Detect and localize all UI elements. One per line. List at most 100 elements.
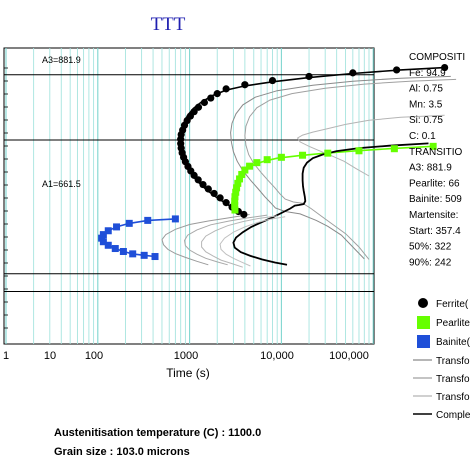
- bainite-marker: [104, 227, 112, 235]
- ferrite-marker: [213, 90, 221, 98]
- side-panel-line: Pearlite: 66: [409, 178, 460, 189]
- ferrite-marker: [222, 85, 230, 93]
- series-line: [201, 215, 278, 268]
- pearlite-marker: [299, 151, 307, 159]
- side-panel-line: Si: 0.75: [409, 115, 443, 126]
- x-axis-ticks: 1 10 100 1000 10,000 100,000: [3, 350, 369, 362]
- ttt-chart: TTT A3=881.9 A1=661.5 1 10 100 1000 10,0…: [3, 14, 471, 420]
- series-line: [183, 214, 268, 266]
- ferrite-marker: [305, 72, 313, 81]
- chart-title: TTT: [151, 14, 186, 35]
- markers: [98, 63, 449, 261]
- bainite-marker: [171, 215, 179, 223]
- bainite-marker: [140, 251, 148, 259]
- x-tick-label: 10: [44, 350, 56, 362]
- ferrite-marker: [200, 98, 209, 107]
- bainite-marker: [104, 241, 112, 249]
- pearlite-marker: [231, 197, 239, 205]
- side-panel-line: Martensite:: [409, 210, 458, 221]
- bainite-marker: [119, 247, 127, 255]
- pearlite-marker: [232, 188, 240, 196]
- bainite-marker: [113, 223, 121, 231]
- legend-swatch: [418, 298, 428, 308]
- bainite-marker: [144, 216, 152, 224]
- bainite-marker: [151, 253, 159, 261]
- pearlite-marker: [324, 149, 332, 157]
- side-panel-line: TRANSITIO: [409, 147, 463, 158]
- austenitisation-temperature: Austenitisation temperature (C) : 1100.0: [54, 427, 262, 439]
- pearlite-marker: [355, 147, 363, 155]
- series-line: [244, 78, 457, 260]
- legend-swatch: [417, 335, 430, 348]
- ferrite-marker: [393, 66, 401, 74]
- pearlite-marker: [277, 153, 285, 161]
- side-panel-line: 90%: 242: [409, 257, 452, 268]
- pearlite-marker: [253, 159, 261, 167]
- pearlite-marker: [231, 193, 239, 201]
- a1-label: A1=661.5: [42, 179, 81, 189]
- series-line: [230, 75, 451, 260]
- x-tick-label: 100,000: [329, 350, 369, 362]
- bainite-marker: [99, 231, 107, 239]
- ferrite-marker: [241, 81, 249, 89]
- bainite-marker: [111, 245, 119, 253]
- ferrite-marker: [216, 194, 224, 202]
- side-panel-line: C: 0.1: [409, 131, 436, 142]
- x-tick-label: 100: [85, 350, 103, 362]
- side-panel-line: 50%: 322: [409, 242, 452, 253]
- pearlite-marker: [231, 206, 239, 214]
- plot-frame: [3, 47, 375, 345]
- pearlite-marker: [233, 184, 241, 192]
- ferrite-marker: [199, 180, 207, 189]
- ferrite-marker: [204, 185, 212, 193]
- legend-label: Comple: [436, 410, 471, 420]
- horizontal-lines: [4, 67, 374, 329]
- pearlite-marker: [241, 166, 249, 174]
- series-line: [296, 114, 445, 177]
- legend-label: Transfo: [436, 392, 470, 403]
- grain-size: Grain size : 103.0 microns: [54, 446, 190, 458]
- ferrite-marker: [207, 94, 215, 102]
- legend-swatch: [417, 316, 430, 329]
- footer: Austenitisation temperature (C) : 1100.0…: [54, 424, 261, 462]
- pearlite-marker: [238, 170, 246, 178]
- legend-label: Ferrite(: [436, 299, 469, 310]
- side-panel-line: Fe: 94.9: [409, 68, 446, 79]
- side-panel-line: Start: 357.4: [409, 226, 461, 237]
- side-panel-line: A3: 881.9: [409, 163, 452, 174]
- ferrite-marker: [210, 189, 218, 198]
- legend-label: Transfo: [436, 356, 470, 367]
- legend: Ferrite(Pearlite Bainite(Transfo Transfo Tr…: [413, 298, 471, 420]
- ferrite-marker: [441, 63, 449, 72]
- legend-label: Pearlite: [436, 318, 470, 329]
- ferrite-marker: [349, 69, 357, 77]
- ferrite-marker: [222, 199, 230, 207]
- gridlines: [5, 48, 374, 344]
- bainite-marker: [129, 250, 137, 258]
- pearlite-marker: [429, 142, 437, 150]
- ferrite-marker: [268, 76, 277, 85]
- x-tick-label: 10,000: [260, 350, 294, 362]
- pearlite-marker: [263, 156, 271, 164]
- pearlite-marker: [231, 202, 239, 210]
- pearlite-marker: [236, 175, 244, 183]
- x-axis-label: Time (s): [166, 366, 210, 380]
- ferrite-marker: [194, 103, 203, 111]
- legend-label: Bainite(: [436, 337, 471, 348]
- ferrite-marker: [240, 210, 248, 219]
- a3-label: A3=881.9: [42, 55, 81, 65]
- side-panel-line: Al: 0.75: [409, 84, 443, 95]
- bainite-marker: [98, 234, 106, 242]
- series-line: [219, 216, 286, 267]
- pearlite-marker: [246, 162, 254, 170]
- series-line: [232, 142, 429, 266]
- x-tick-label: 1: [3, 350, 9, 362]
- pearlite-marker: [390, 145, 398, 153]
- bainite-marker: [99, 238, 107, 246]
- side-panel: COMPOSITI Fe: 94.9 Al: 0.75 Mn: 3.5 Si: 0.75…: [409, 52, 465, 268]
- x-tick-label: 1000: [174, 350, 198, 362]
- side-panel-line: Bainite: 509: [409, 194, 462, 205]
- side-panel-line: Mn: 3.5: [409, 99, 443, 110]
- ferrite-marker: [194, 176, 202, 184]
